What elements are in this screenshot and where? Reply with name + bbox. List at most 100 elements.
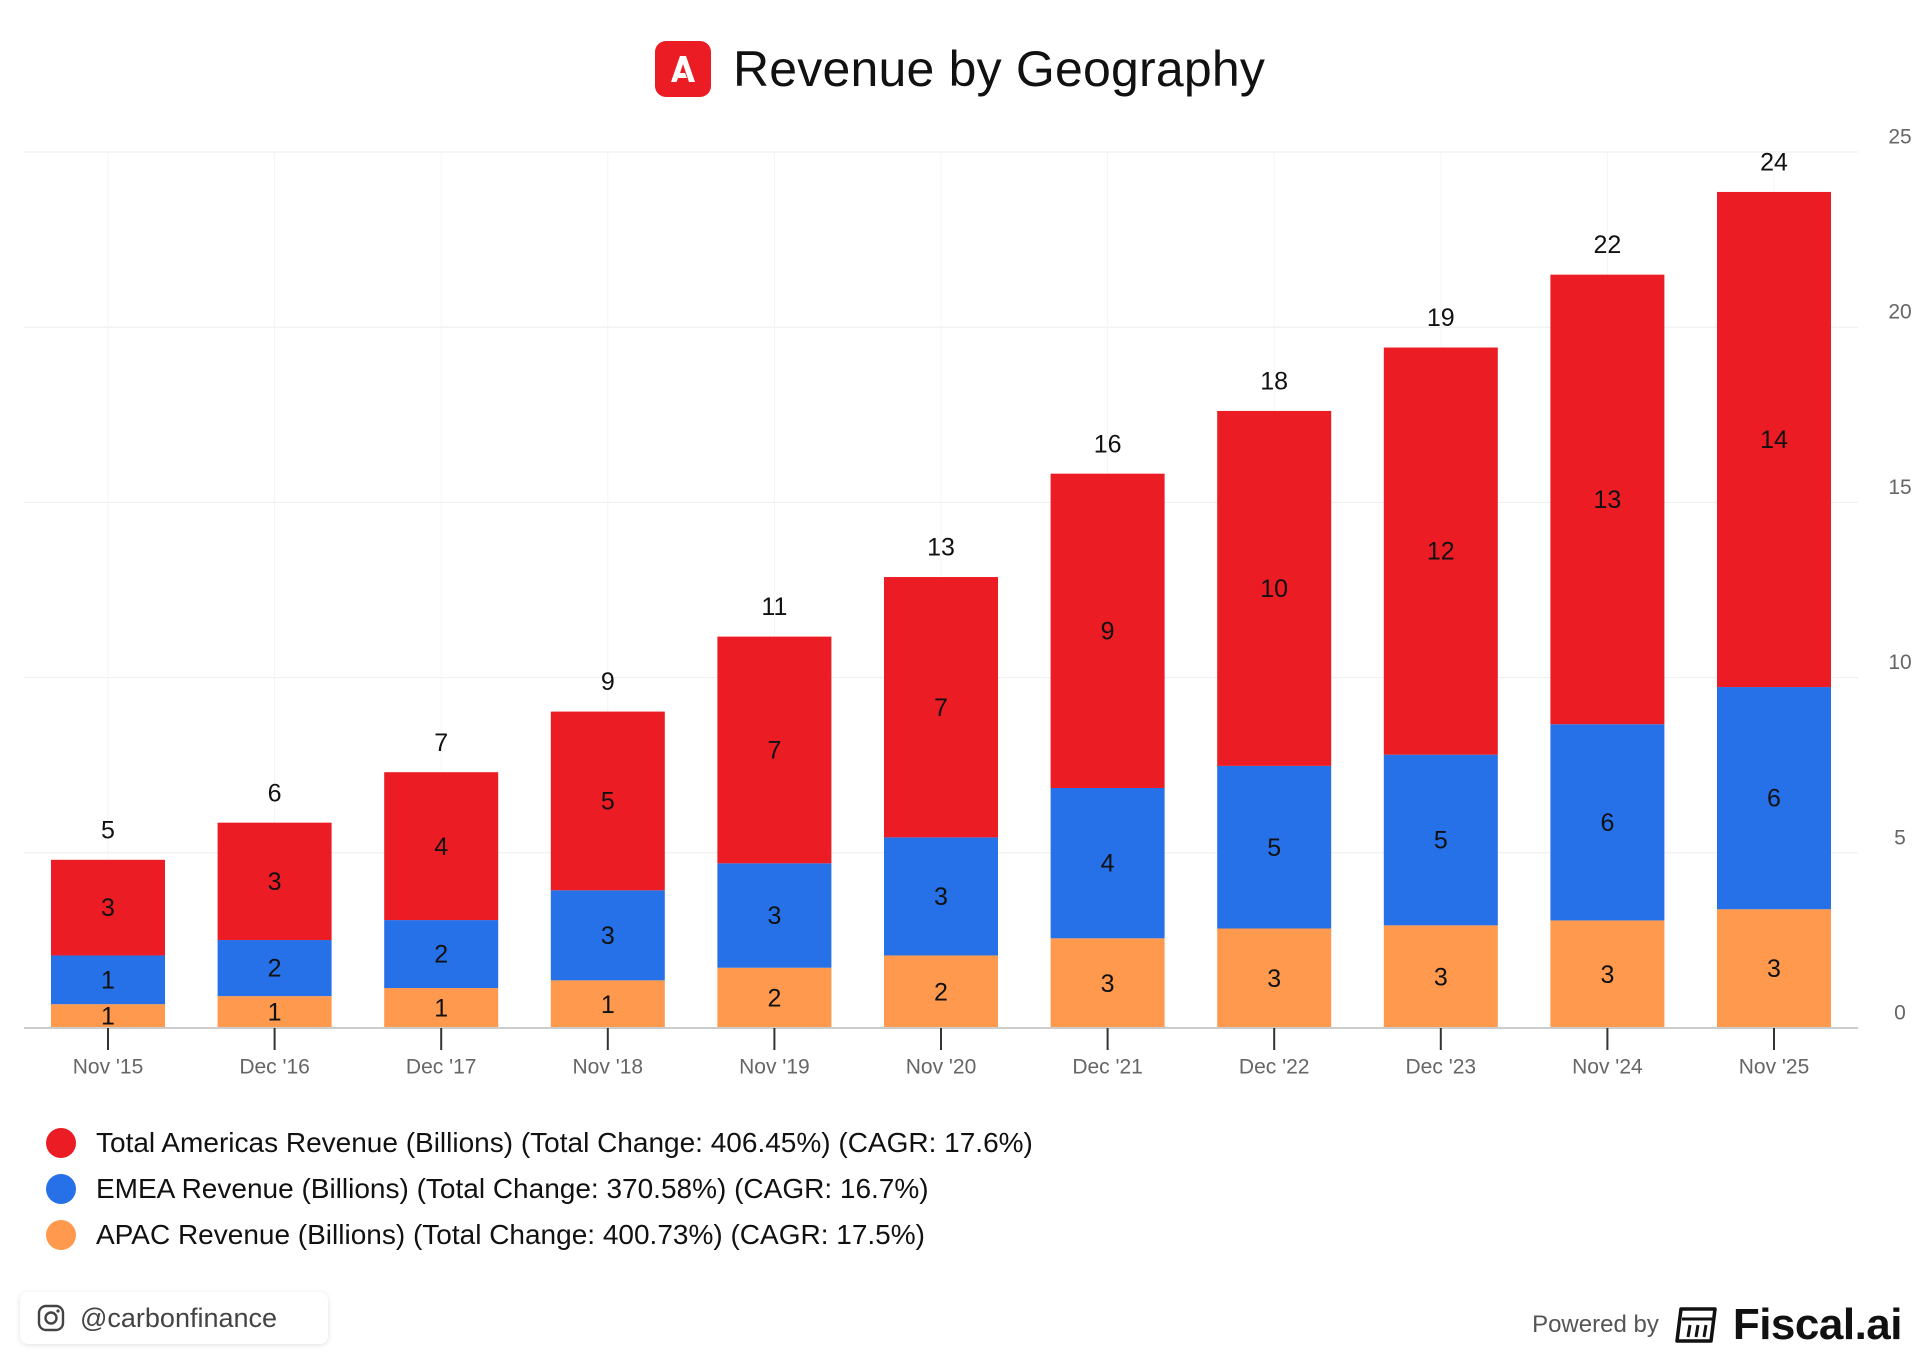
bar-segment — [384, 920, 499, 989]
segment-value-label: 9 — [1101, 617, 1115, 645]
segment-value-label: 13 — [1593, 486, 1621, 514]
segment-value-label: 4 — [1101, 850, 1115, 878]
segment-value-label: 12 — [1427, 538, 1455, 566]
segment-value-label: 3 — [268, 868, 282, 896]
bar-total-label: 19 — [1427, 304, 1455, 332]
bar-total-label: 9 — [601, 668, 615, 696]
legend-swatch-apac — [46, 1220, 76, 1250]
segment-value-label: 7 — [934, 694, 948, 722]
legend-label-americas: Total Americas Revenue (Billions) (Total… — [96, 1127, 1033, 1158]
x-tick-label: Nov '19 — [739, 1056, 810, 1079]
bar-segment — [884, 955, 998, 1028]
instagram-icon — [37, 1304, 65, 1332]
bar-segment — [717, 967, 832, 1028]
y-tick-label: 0 — [1894, 1002, 1906, 1025]
bar-segment — [51, 1004, 165, 1028]
segment-value-label: 3 — [101, 894, 115, 922]
segment-value-label: 5 — [1434, 827, 1448, 855]
bar-segment — [1717, 191, 1831, 688]
bar-segment — [550, 890, 665, 981]
legend-item-americas: Total Americas Revenue (Billions) (Total… — [46, 1120, 1033, 1166]
x-tick-label: Nov '20 — [906, 1056, 977, 1079]
segment-value-label: 3 — [601, 922, 615, 950]
segment-value-label: 4 — [434, 833, 448, 861]
bar-segment — [1217, 765, 1332, 929]
x-tick-label: Nov '25 — [1739, 1056, 1810, 1079]
bar-segment — [217, 996, 332, 1028]
segment-value-label: 3 — [934, 883, 948, 911]
segment-value-label: 3 — [767, 902, 781, 930]
bar-total-label: 24 — [1760, 149, 1788, 177]
legend-swatch-emea — [46, 1174, 76, 1204]
segment-value-label: 3 — [1267, 965, 1281, 993]
chart-title: Revenue by Geography — [732, 41, 1266, 97]
bar-total-label: 13 — [927, 534, 955, 562]
x-tick-label: Dec '16 — [239, 1056, 310, 1079]
segment-value-label: 7 — [767, 737, 781, 765]
bar-total-label: 22 — [1593, 231, 1621, 259]
y-tick-label: 10 — [1888, 651, 1911, 674]
segment-value-label: 2 — [767, 984, 781, 1012]
x-tick-label: Nov '24 — [1572, 1056, 1643, 1079]
x-tick-label: Dec '23 — [1406, 1056, 1477, 1079]
social-handle-badge[interactable]: @carbonfinance — [20, 1292, 328, 1344]
bar-segment — [884, 837, 998, 956]
fiscal-ai-logo-icon — [1675, 1307, 1717, 1343]
stacked-bar-chart: 0510152025113512361247135923711237133491… — [24, 126, 1912, 1079]
powered-by: Powered by Fiscal.ai — [1532, 1300, 1902, 1350]
segment-value-label: 3 — [1434, 963, 1448, 991]
segment-value-label: 2 — [434, 941, 448, 969]
bar-segment — [717, 636, 832, 864]
bar-segment — [1050, 473, 1165, 788]
y-tick-label: 25 — [1888, 126, 1911, 149]
y-tick-label: 5 — [1894, 826, 1906, 849]
segment-value-label: 3 — [1101, 970, 1115, 998]
segment-value-label: 5 — [1267, 834, 1281, 862]
bar-segment — [884, 577, 998, 838]
bar-segment — [1717, 687, 1831, 910]
legend-swatch-americas — [46, 1128, 76, 1158]
bar-segment — [1217, 410, 1332, 766]
segment-value-label: 3 — [1600, 961, 1614, 989]
bar-segment — [1050, 787, 1165, 939]
bar-segment — [217, 940, 332, 997]
segment-value-label: 2 — [268, 955, 282, 983]
segment-value-label: 1 — [434, 995, 448, 1023]
bar-segment — [1550, 724, 1665, 921]
bar-total-label: 16 — [1094, 430, 1122, 458]
segment-value-label: 3 — [1767, 955, 1781, 983]
bar-segment — [217, 822, 332, 941]
segment-value-label: 14 — [1760, 426, 1788, 454]
x-tick-label: Nov '18 — [573, 1056, 644, 1079]
bar-segment — [1550, 274, 1665, 725]
segment-value-label: 1 — [101, 1003, 115, 1031]
adobe-logo-icon — [654, 41, 711, 97]
segment-value-label: 1 — [101, 966, 115, 994]
bar-segment — [1717, 909, 1831, 1028]
segment-value-label: 6 — [1600, 809, 1614, 837]
bar-total-label: 5 — [101, 816, 115, 844]
bar-total-label: 6 — [268, 779, 282, 807]
legend-item-apac: APAC Revenue (Billions) (Total Change: 4… — [46, 1212, 1033, 1258]
legend-label-apac: APAC Revenue (Billions) (Total Change: 4… — [96, 1219, 925, 1250]
social-handle-text: @carbonfinance — [80, 1302, 278, 1333]
bar-total-label: 7 — [434, 729, 448, 757]
y-tick-label: 20 — [1888, 301, 1911, 324]
bar-segment — [550, 711, 665, 891]
bar-total-label: 11 — [761, 593, 787, 621]
chart-legend: Total Americas Revenue (Billions) (Total… — [46, 1120, 1033, 1258]
bar-segment — [51, 955, 165, 1005]
bar-segment — [1383, 754, 1498, 926]
x-tick-label: Nov '15 — [73, 1056, 144, 1079]
x-tick-label: Dec '17 — [406, 1056, 477, 1079]
segment-value-label: 10 — [1260, 575, 1288, 603]
y-tick-label: 15 — [1888, 476, 1911, 499]
bar-segment — [1217, 928, 1332, 1028]
bar-segment — [384, 988, 499, 1028]
bar-segment — [550, 980, 665, 1028]
legend-label-emea: EMEA Revenue (Billions) (Total Change: 3… — [96, 1173, 929, 1204]
bar-total-label: 18 — [1260, 368, 1288, 396]
bar-segment — [384, 772, 499, 921]
brand-name: Fiscal.ai — [1732, 1300, 1903, 1349]
bar-segment — [51, 859, 165, 956]
